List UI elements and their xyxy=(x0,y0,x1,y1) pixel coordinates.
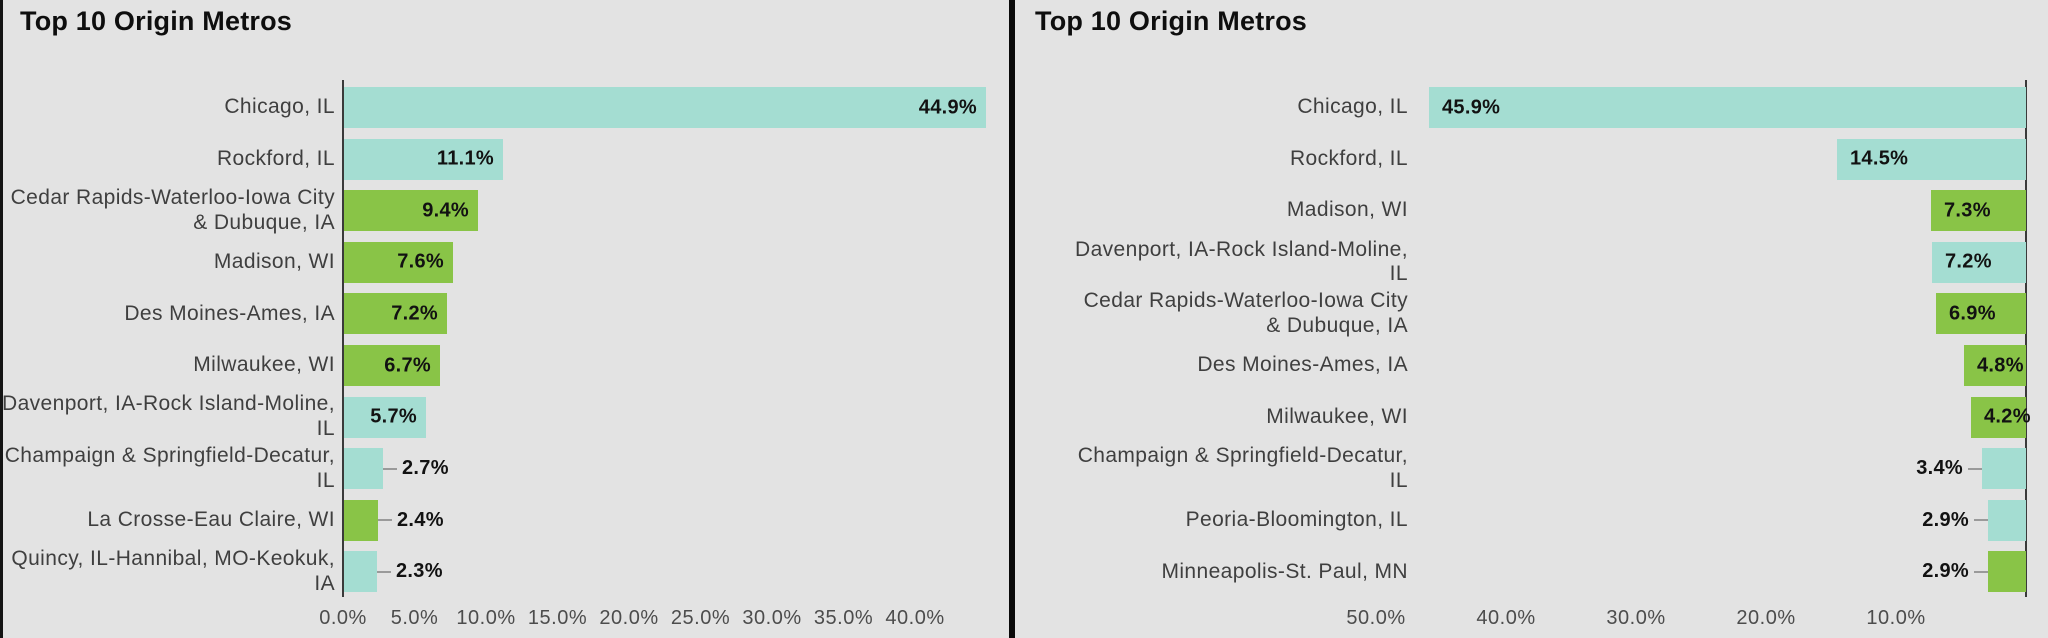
left-chart-title: Top 10 Origin Metros xyxy=(20,6,293,36)
category-label: Milwaukee, WI xyxy=(193,353,335,377)
leader-line xyxy=(378,519,392,522)
x-axis-tick-label: 40.0% xyxy=(1476,607,1536,629)
value-label: 9.4% xyxy=(422,199,469,222)
right-chart-plot: Chicago, IL 45.9% Rockford, IL 14.5% Madison… xyxy=(1015,0,2048,638)
value-label: 5.7% xyxy=(370,405,417,428)
leader-line xyxy=(1968,467,1982,470)
category-label: Cedar Rapids-Waterloo-Iowa City & Dubuqu… xyxy=(10,185,335,234)
window-left-border xyxy=(0,0,3,638)
category-label: Des Moines-Ames, IA xyxy=(1197,353,1408,377)
category-label: Madison, WI xyxy=(213,249,335,273)
category-label: Davenport, IA-Rock Island-Moline, IL xyxy=(1075,237,1408,286)
leader-line xyxy=(1974,570,1988,573)
category-label: Chicago, IL xyxy=(1297,95,1408,119)
x-axis-tick-label: 35.0% xyxy=(813,607,874,629)
category-label: Champaign & Springfield-Decatur, IL xyxy=(4,443,335,492)
category-label: Davenport, IA-Rock Island-Moline, IL xyxy=(2,392,335,441)
value-label: 2.4% xyxy=(397,508,444,531)
value-label: 2.7% xyxy=(402,457,449,480)
category-label: Peoria-Bloomington, IL xyxy=(1185,507,1408,531)
x-axis-tick-label: 5.0% xyxy=(390,607,439,629)
value-label: 7.6% xyxy=(397,250,444,273)
left-chart-panel: Top 10 Origin Metros Chicago, IL 44.9% Roc… xyxy=(0,0,1009,638)
x-axis-tick-label: 30.0% xyxy=(1606,607,1666,629)
x-axis-tick-label: 10.0% xyxy=(1866,607,1926,629)
value-label-group: 2.3% xyxy=(377,551,443,592)
x-axis-line xyxy=(2025,80,2027,597)
x-axis-tick-label: 30.0% xyxy=(742,607,802,629)
bar[interactable]: 7.2% xyxy=(344,293,447,335)
leader-line xyxy=(383,467,397,470)
value-label-group: 2.9% xyxy=(1922,500,1988,541)
x-axis-tick-label: 50.0% xyxy=(1346,607,1406,629)
category-label: Madison, WI xyxy=(1286,198,1408,222)
bar[interactable]: 7.2% xyxy=(1932,241,2026,283)
value-label: 2.9% xyxy=(1922,560,1969,583)
category-label: La Crosse-Eau Claire, WI xyxy=(87,507,335,531)
x-axis-tick-label: 20.0% xyxy=(599,607,659,629)
x-axis-tick-label: 15.0% xyxy=(527,607,588,629)
bar[interactable]: 11.1% xyxy=(344,138,503,180)
bar[interactable]: 45.9% xyxy=(1429,87,2026,128)
value-label: 4.2% xyxy=(1984,405,2031,428)
bar[interactable]: 44.9% xyxy=(344,87,986,128)
x-axis-tick-label: 10.0% xyxy=(456,607,516,629)
category-label: Chicago, IL xyxy=(224,95,335,119)
value-label-group: 2.7% xyxy=(383,448,449,489)
value-label: 6.9% xyxy=(1949,302,1996,325)
x-axis-tick-label: 20.0% xyxy=(1736,607,1796,629)
category-label: Rockford, IL xyxy=(1289,146,1408,170)
bar[interactable] xyxy=(344,448,383,490)
bar[interactable]: 6.7% xyxy=(344,345,440,386)
bar[interactable] xyxy=(1988,499,2026,541)
category-label: Des Moines-Ames, IA xyxy=(124,301,335,325)
value-label: 2.3% xyxy=(396,560,443,583)
category-label: Quincy, IL-Hannibal, MO-Keokuk, IA xyxy=(11,547,335,595)
leader-line xyxy=(1974,519,1988,522)
bar[interactable]: 9.4% xyxy=(344,190,478,232)
bar[interactable]: 4.8% xyxy=(1964,345,2026,386)
bar[interactable] xyxy=(344,499,378,541)
value-label: 3.4% xyxy=(1916,457,1963,480)
bar[interactable] xyxy=(1988,551,2026,593)
x-axis-tick-label: 40.0% xyxy=(885,607,945,629)
category-label: Rockford, IL xyxy=(216,146,335,170)
bar[interactable]: 6.9% xyxy=(1936,293,2026,335)
x-axis-tick-label: 25.0% xyxy=(670,607,731,629)
value-label: 2.9% xyxy=(1922,508,1969,531)
bar[interactable]: 5.7% xyxy=(344,396,426,438)
bar[interactable]: 7.6% xyxy=(344,241,453,283)
panel-divider xyxy=(1009,0,1015,638)
value-label-group: 2.9% xyxy=(1922,551,1988,592)
category-label: Minneapolis-St. Paul, MN xyxy=(1161,559,1408,583)
value-label: 7.2% xyxy=(1945,250,1992,273)
bar[interactable] xyxy=(1982,448,2026,490)
value-label: 14.5% xyxy=(1850,147,1909,170)
value-label: 4.8% xyxy=(1977,354,2024,376)
category-label: Milwaukee, WI xyxy=(1266,404,1408,428)
value-label-group: 3.4% xyxy=(1916,448,1982,489)
bar[interactable]: 14.5% xyxy=(1837,138,2026,180)
leader-line xyxy=(377,570,391,573)
value-label: 7.3% xyxy=(1944,199,1991,222)
category-label: Champaign & Springfield-Decatur, IL xyxy=(1077,443,1408,492)
category-label: Cedar Rapids-Waterloo-Iowa City & Dubuqu… xyxy=(1083,289,1408,337)
value-label: 6.7% xyxy=(384,354,431,376)
value-label: 11.1% xyxy=(436,147,494,170)
x-axis-line xyxy=(342,80,344,597)
right-chart-panel: Top 10 Origin Metros Chicago, IL 45.9% Roc… xyxy=(1015,0,2048,638)
bar[interactable]: 4.2% xyxy=(1971,396,2030,438)
value-label: 45.9% xyxy=(1442,96,1501,118)
x-axis-tick-label: 0.0% xyxy=(319,607,367,629)
bar[interactable]: 7.3% xyxy=(1931,190,2026,232)
bar[interactable] xyxy=(344,551,377,593)
right-chart-title: Top 10 Origin Metros xyxy=(1035,6,1308,36)
value-label-group: 2.4% xyxy=(378,500,444,541)
left-chart-plot: Chicago, IL 44.9% Rockford, IL 11.1% Cedar R… xyxy=(0,0,1009,638)
value-label: 44.9% xyxy=(918,96,977,118)
value-label: 7.2% xyxy=(391,302,438,325)
